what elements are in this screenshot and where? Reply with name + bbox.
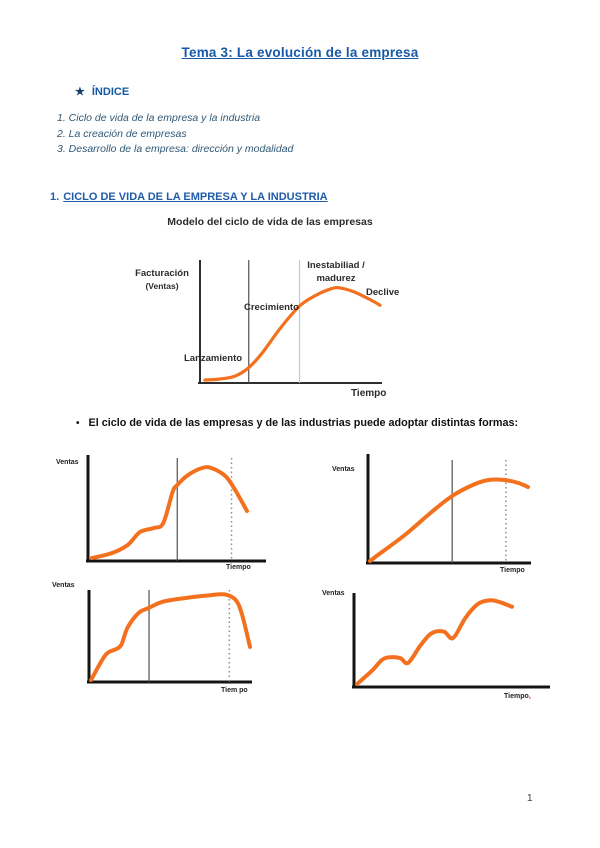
chart1-xlabel: Tiempo [226,564,251,571]
phase-label-growth: Crecimiento [244,302,299,313]
chart3-ylabel: Ventas [52,582,75,589]
lifecycle-shape-chart-3 [87,590,252,684]
index-item-2: 2. La creación de empresas [57,127,187,140]
section-number: 1. [50,191,60,203]
page-title: Tema 3: La evolución de la empresa [181,45,419,60]
chart1-ylabel: Ventas [56,459,79,466]
chart2-xlabel: Tiempo [500,567,525,574]
index-heading-row: ★ ÍNDICE [75,85,129,98]
index-item-3: 3. Desarrollo de la empresa: dirección y… [57,143,294,155]
lifecycle-curve [203,286,382,382]
chart4-xlabel-row: Tiempo, [504,691,531,700]
bullet-paragraph: • El ciclo de vida de las empresas y de … [76,417,546,430]
phase-label-maturity-line2: madurez [316,272,356,284]
section-heading-text: CICLO DE VIDA DE LA EMPRESA Y LA INDUSTR… [63,191,328,203]
lifecycle-curve [355,598,514,686]
lifecycle-curve [368,477,530,563]
phase-label-maturity-line1: Inestabiliad / [307,260,365,271]
page-number: 1 [527,793,533,804]
index-list: 1. Ciclo de vida de la empresa y la indu… [57,111,293,158]
section-heading: 1. CICLO DE VIDA DE LA EMPRESA Y LA INDUS… [50,191,328,203]
chart3-xlabel: Tiem po [221,687,248,694]
chart4-xlabel: Tiempo [504,693,529,700]
phase-label-decline: Declive [366,287,400,298]
lifecycle-shape-chart-4 [352,593,550,689]
chart2-ylabel: Ventas [332,466,355,473]
phase-label-maturity: Inestabiliad / madurez [300,260,372,285]
index-heading: ÍNDICE [91,86,130,98]
chart4-xlabel-red-mark: , [528,691,531,700]
star-icon: ★ [75,86,85,98]
bullet-paragraph-text: El ciclo de vida de las empresas y de la… [88,417,519,429]
main-chart-ylabel-sub: (Ventas) [145,281,179,291]
lifecycle-shape-chart-1 [86,455,266,563]
lifecycle-curve [89,592,252,682]
bullet-icon: • [76,418,80,429]
lifecycle-curve [90,465,249,560]
main-lifecycle-chart [198,260,382,384]
index-item-1: 1. Ciclo de vida de la empresa y la indu… [57,112,261,124]
main-chart-ylabel: Facturación [135,268,189,279]
main-chart-xlabel: Tiempo [351,388,387,399]
main-chart-title: Modelo del ciclo de vida de las empresas [167,216,373,228]
phase-label-launch: Lanzamiento [184,353,243,364]
lifecycle-shape-chart-2 [366,454,531,565]
chart4-ylabel: Ventas [322,590,345,597]
